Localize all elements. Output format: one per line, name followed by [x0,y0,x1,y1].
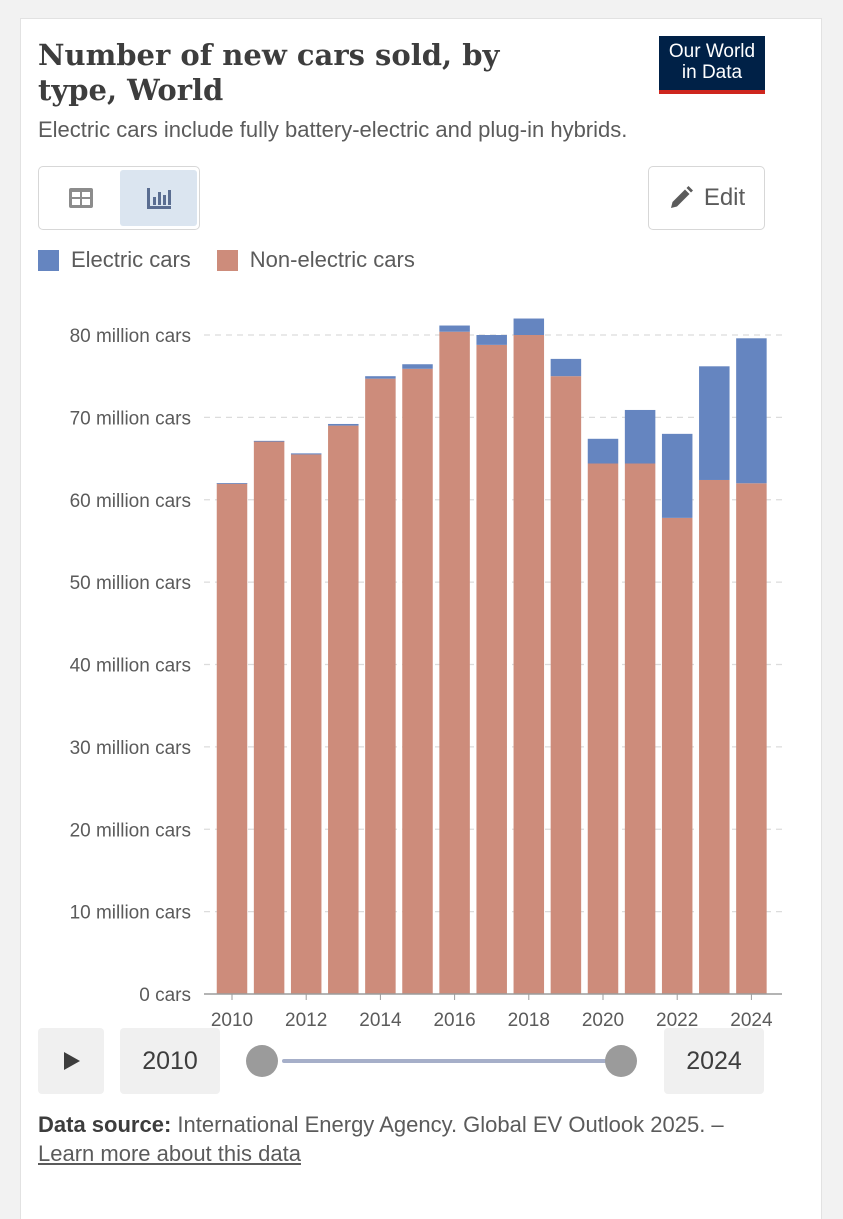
edit-button[interactable]: Edit [648,166,765,230]
bar-electric-2016 [439,325,470,332]
bar-non-electric-2019 [550,376,582,994]
bar-chart-icon [146,188,171,209]
chart-view-button[interactable] [120,170,197,226]
legend-swatch-electric [38,249,59,271]
bar-electric-2024 [736,338,767,484]
x-tick-label: 2010 [211,1010,253,1031]
timeline-track[interactable] [282,1059,620,1063]
legend-label-non-electric: Non-electric cars [249,247,415,272]
bar-non-electric-2016 [439,331,470,995]
y-tick-label: 60 million cars [70,491,191,512]
play-icon [64,1052,80,1070]
bar-electric-2017 [476,335,507,345]
bar-electric-2020 [587,438,619,464]
y-tick-label: 70 million cars [70,408,191,429]
table-icon [68,188,93,208]
legend-item-non-electric[interactable]: Non-electric cars [216,247,415,273]
legend-label-electric: Electric cars [71,247,191,272]
stacked-bar-chart: 0 cars 10 million cars 20 million cars 30 m… [70,318,782,1031]
bar-electric-2011 [253,440,285,442]
bar-electric-2019 [550,358,582,377]
bar-electric-2018 [513,318,545,335]
end-year-handle[interactable] [605,1045,637,1077]
bar-non-electric-2017 [476,344,507,994]
start-year-box[interactable]: 2010 [120,1028,220,1094]
bar-non-electric-2014 [365,378,396,994]
view-toggle [38,166,200,230]
bar-non-electric-2023 [699,479,730,994]
bar-non-electric-2024 [736,483,767,994]
bar-electric-2012 [290,453,322,455]
y-tick-label: 0 cars [139,985,191,1006]
table-view-button[interactable] [42,170,119,226]
bar-electric-2022 [661,433,693,518]
x-tick-label: 2020 [582,1010,624,1031]
end-year-box[interactable]: 2024 [664,1028,764,1094]
x-tick-label: 2016 [433,1010,475,1031]
bar-non-electric-2011 [253,441,285,994]
y-tick-label: 80 million cars [70,326,191,347]
x-tick-label: 2014 [359,1010,402,1031]
source-text: International Energy Agency. Global EV O… [171,1112,724,1137]
source-label: Data source: [38,1112,172,1137]
bar-non-electric-2013 [328,425,359,994]
bar-non-electric-2018 [513,335,545,994]
logo-line-2: in Data [681,62,743,83]
y-tick-label: 40 million cars [70,656,191,677]
bar-non-electric-2012 [290,454,322,995]
y-tick-label: 20 million cars [70,820,191,841]
bar-electric-2023 [699,366,730,480]
bar-non-electric-2022 [661,517,693,994]
bar-electric-2013 [328,423,359,426]
bar-non-electric-2010 [216,483,248,994]
legend: Electric cars Non-electric cars [38,247,441,273]
play-button[interactable] [38,1028,104,1094]
chart-title: Number of new cars sold, by type, World [38,38,500,107]
bar-electric-2010 [216,483,248,484]
y-tick-label: 10 million cars [70,903,191,924]
chart-subtitle: Electric cars include fully battery-elec… [38,117,628,142]
bar-electric-2021 [624,409,656,464]
legend-swatch-non-electric [216,249,238,271]
owid-logo[interactable]: Our World in Data [659,36,765,94]
x-tick-label: 2018 [508,1010,550,1031]
bar-non-electric-2015 [402,368,433,994]
bar-non-electric-2021 [624,463,656,994]
learn-more-link[interactable]: Learn more about this data [38,1141,301,1166]
start-year-handle[interactable] [246,1045,278,1077]
bar-non-electric-2020 [587,463,619,994]
bar-electric-2015 [402,364,433,369]
data-source: Data source: International Energy Agency… [38,1110,768,1168]
x-tick-label: 2022 [656,1010,698,1031]
y-tick-label: 50 million cars [70,573,191,594]
x-tick-label: 2024 [730,1010,773,1031]
bar-electric-2014 [365,376,396,379]
pencil-icon [670,186,693,208]
legend-item-electric[interactable]: Electric cars [38,247,191,273]
logo-line-1: Our World [668,41,756,62]
x-tick-label: 2012 [285,1010,327,1031]
y-tick-label: 30 million cars [70,738,191,759]
edit-label: Edit [703,184,746,211]
